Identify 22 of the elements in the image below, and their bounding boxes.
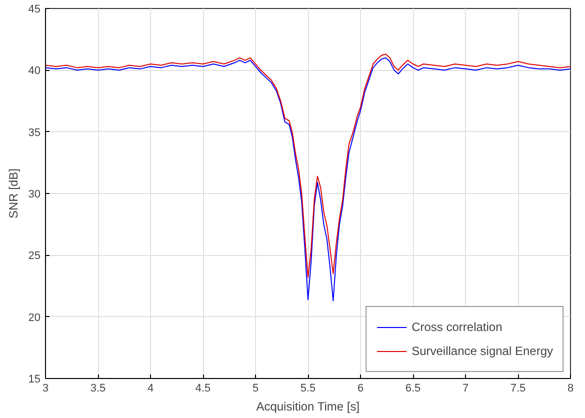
y-tick-label: 25	[28, 250, 41, 262]
x-tick-label: 8	[567, 382, 574, 394]
y-tick-label: 20	[28, 312, 41, 324]
y-tick-label: 35	[28, 126, 41, 139]
x-tick-label: 3.5	[90, 382, 106, 394]
x-tick-label: 4	[147, 382, 154, 394]
legend-label: Surveillance signal Energy	[412, 344, 553, 358]
x-axis-title: Acquisition Time [s]	[256, 400, 360, 414]
legend-label: Cross correlation	[412, 320, 502, 334]
y-tick-label: 15	[28, 374, 41, 386]
y-tick-label: 30	[28, 188, 41, 200]
y-axis-title: SNR [dB]	[6, 168, 20, 219]
x-tick-label: 5	[252, 382, 259, 394]
y-tick-label: 45	[28, 4, 41, 16]
y-tick-label: 40	[28, 65, 41, 78]
x-tick-label: 4.5	[195, 382, 211, 394]
x-tick-label: 5.5	[300, 382, 316, 394]
x-tick-label: 7.5	[510, 382, 526, 394]
x-tick-label: 6.5	[405, 382, 421, 394]
x-tick-label: 3	[42, 382, 49, 394]
x-tick-label: 6	[357, 382, 364, 394]
x-tick-label: 7	[462, 382, 469, 394]
